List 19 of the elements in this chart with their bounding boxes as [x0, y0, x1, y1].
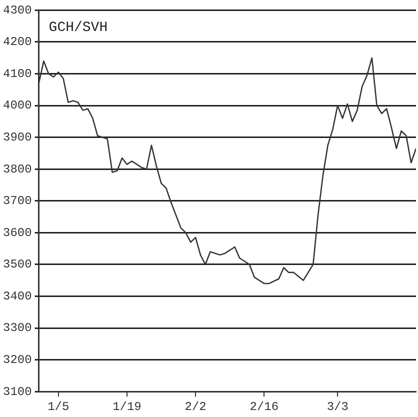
y-tick-label: 3700 — [2, 194, 32, 208]
y-tick-label: 4100 — [2, 66, 32, 81]
text: GCH/SVH — [48, 20, 108, 36]
x-tick-label: 2/2 — [184, 400, 206, 414]
y-tick-label: 3500 — [2, 258, 32, 272]
y-tick-label: 3200 — [2, 352, 32, 367]
y-tick-label: 3400 — [2, 289, 32, 304]
x-tick-label: 1/5 — [48, 400, 70, 414]
y-tick-label: 4200 — [2, 35, 32, 50]
y-tick-label: 3900 — [2, 130, 32, 145]
y-tick-label: 3800 — [2, 162, 32, 176]
x-tick-label: 3/3 — [326, 400, 348, 414]
y-tick-label: 3600 — [2, 226, 32, 240]
x-tick-label: 2/16 — [250, 400, 279, 414]
x-tick-label: 1/19 — [112, 400, 142, 414]
y-tick-label: 3300 — [2, 321, 32, 336]
y-tick-label: 4300 — [2, 3, 32, 18]
y-tick-label: 4000 — [2, 98, 32, 113]
y-tick-label: 3100 — [2, 384, 32, 399]
